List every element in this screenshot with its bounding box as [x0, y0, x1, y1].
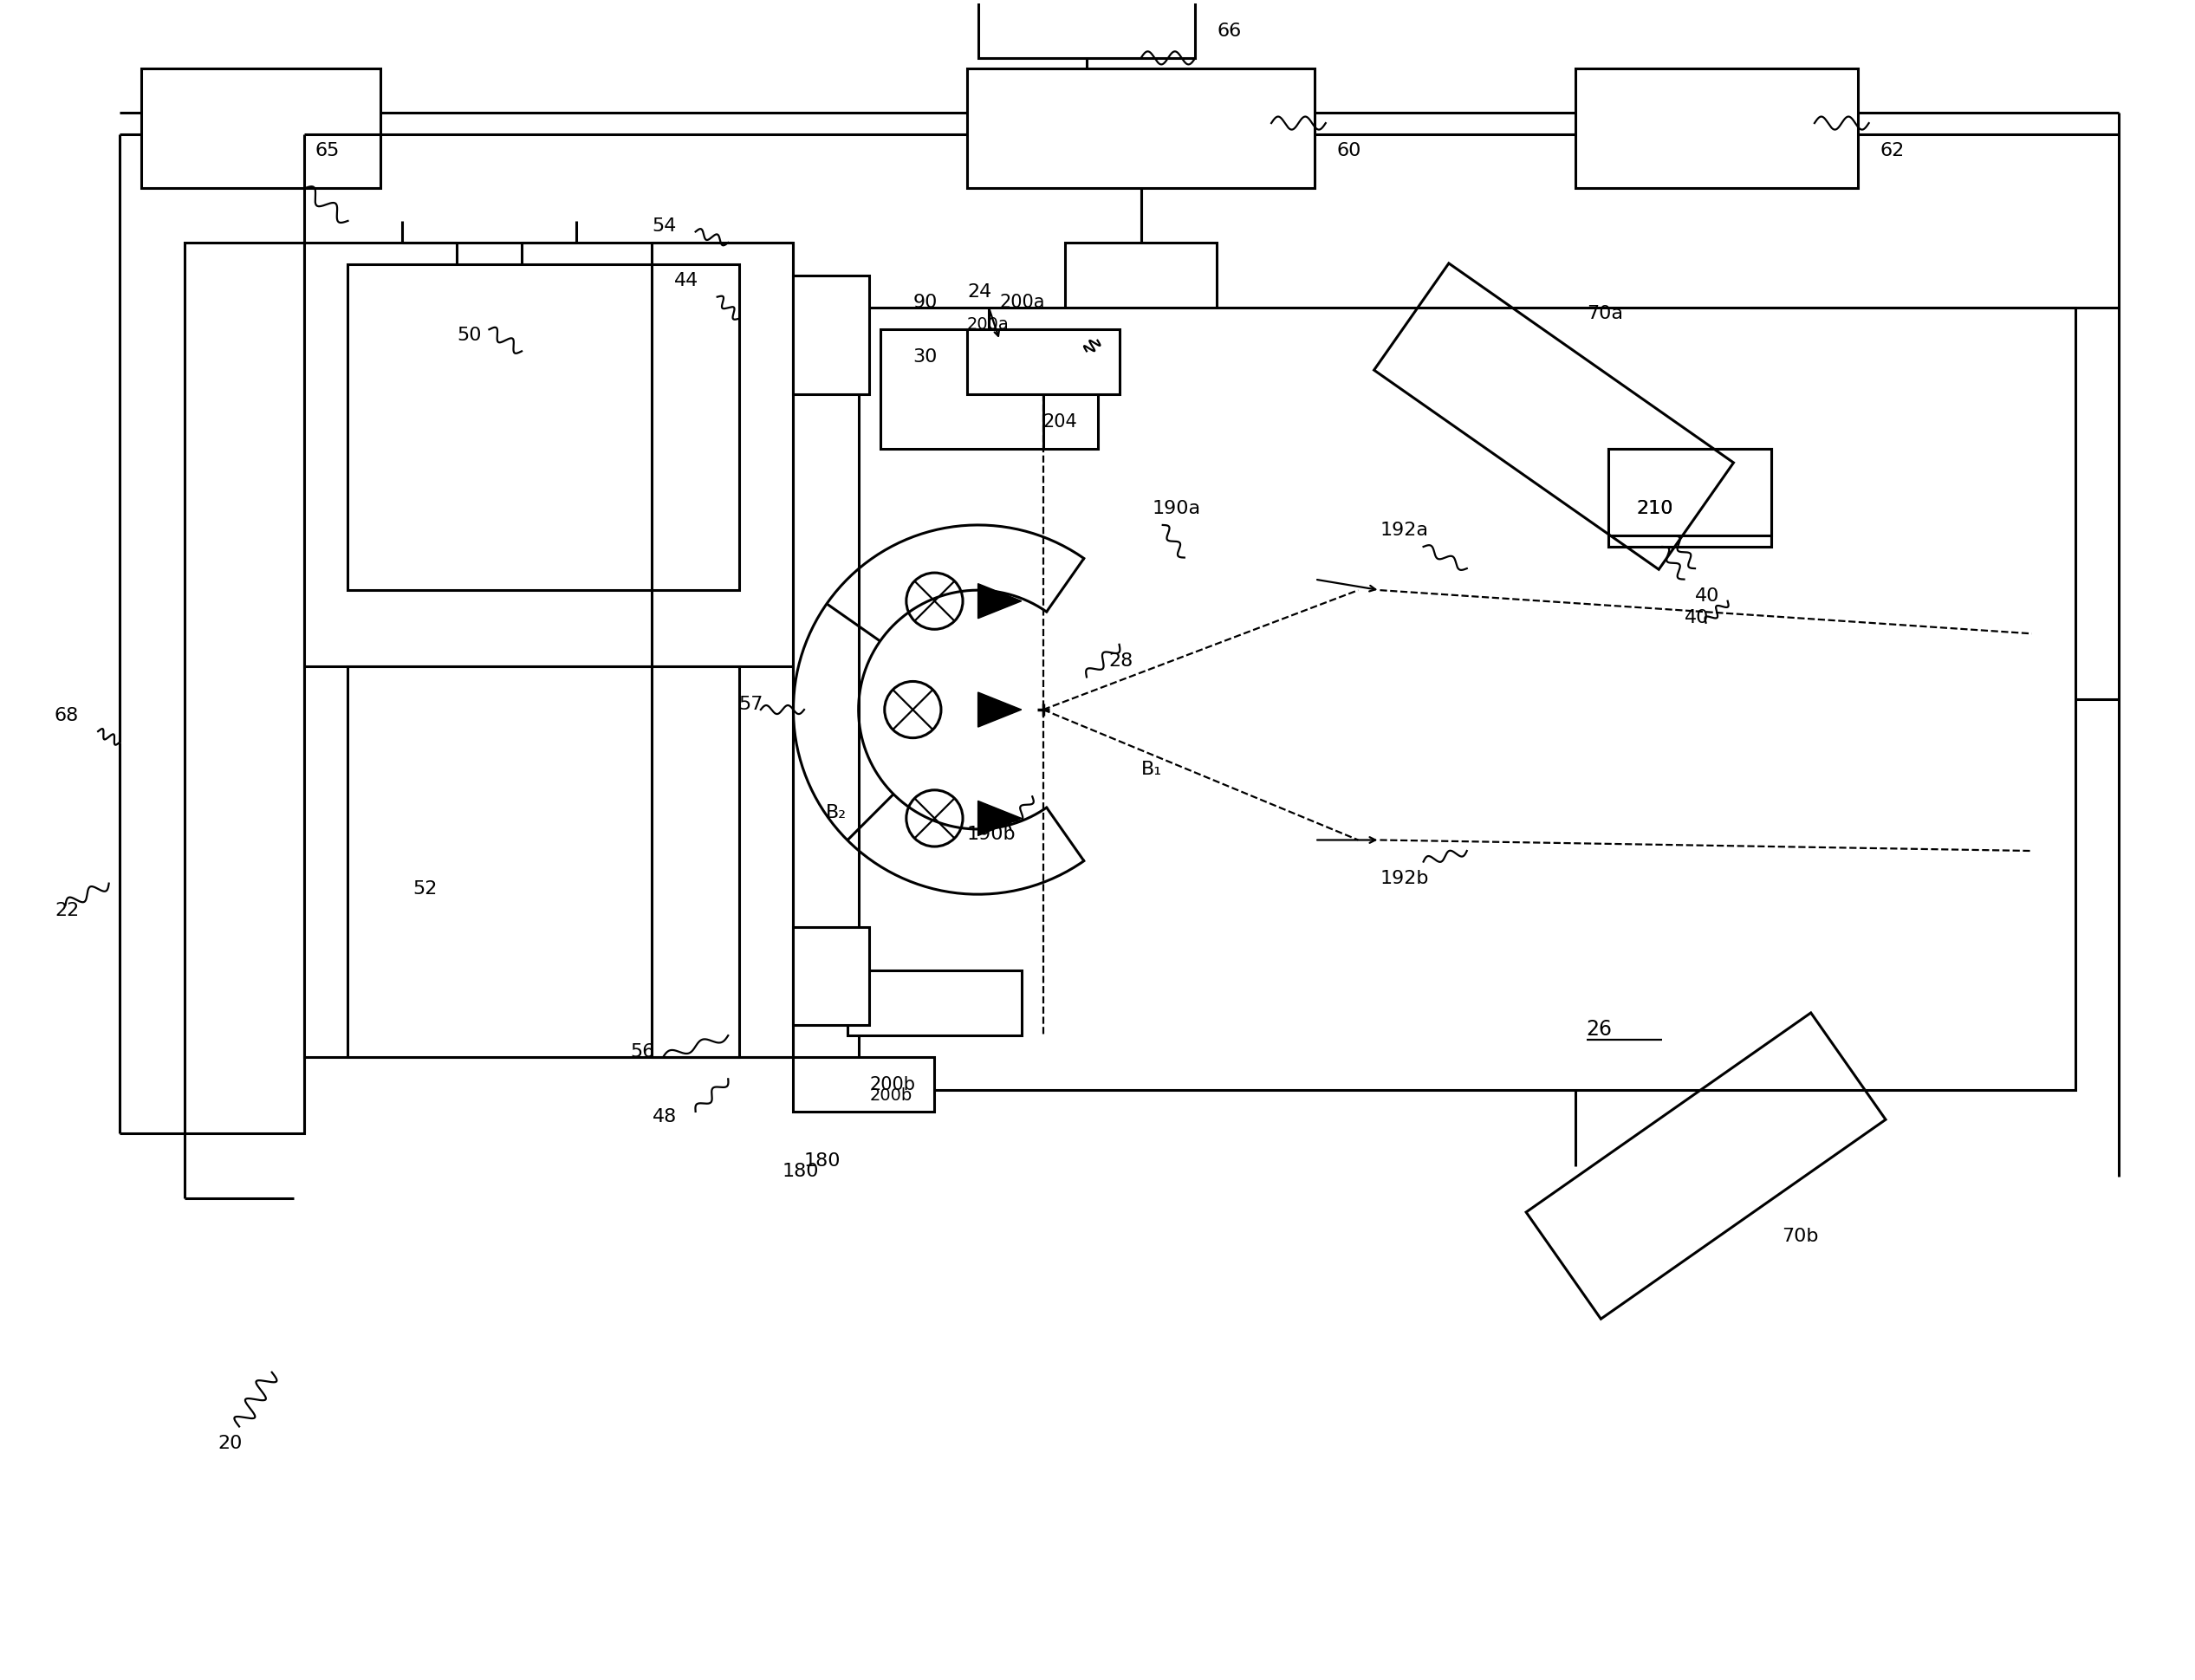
Polygon shape	[979, 583, 1021, 618]
Text: 70a: 70a	[1587, 304, 1622, 323]
Bar	[1609, 449, 1771, 546]
Bar	[1576, 69, 1857, 188]
Text: 20: 20	[217, 1435, 241, 1452]
Text: 200a: 200a	[999, 294, 1045, 311]
Bar	[858, 307, 2074, 1090]
Text: 190a: 190a	[1152, 501, 1201, 517]
Text: 200a: 200a	[968, 316, 1010, 333]
Text: B₂: B₂	[825, 805, 847, 822]
Text: 190b: 190b	[968, 827, 1016, 843]
Bar	[792, 1057, 935, 1112]
Text: 50: 50	[457, 326, 481, 344]
Bar	[792, 276, 869, 395]
Text: 70b: 70b	[1782, 1228, 1820, 1245]
Text: 60: 60	[1337, 141, 1361, 160]
Text: 200b: 200b	[869, 1087, 913, 1104]
Bar	[968, 69, 1315, 188]
Text: 26: 26	[1587, 1020, 1613, 1040]
Text: 56: 56	[630, 1043, 654, 1060]
Text: 68: 68	[55, 707, 79, 724]
Text: 210: 210	[1635, 501, 1673, 517]
Bar	[1065, 242, 1216, 341]
Text: 192a: 192a	[1381, 522, 1429, 539]
Bar	[979, 0, 1196, 57]
Text: 57: 57	[740, 696, 764, 712]
Text: 204: 204	[1043, 413, 1078, 430]
Bar	[140, 69, 380, 188]
Text: 22: 22	[55, 902, 79, 919]
Text: 28: 28	[1108, 652, 1133, 670]
Text: 192b: 192b	[1381, 870, 1429, 887]
Text: 40: 40	[1684, 608, 1708, 627]
Text: B₁: B₁	[1141, 761, 1161, 778]
Text: 66: 66	[1216, 22, 1242, 40]
Bar	[305, 242, 792, 1057]
Bar	[347, 667, 740, 1057]
Bar	[847, 971, 1021, 1035]
Bar	[184, 242, 305, 1134]
Text: 30: 30	[913, 348, 937, 366]
Text: 65: 65	[316, 141, 340, 160]
Bar	[1609, 449, 1771, 536]
Text: 210: 210	[1635, 501, 1673, 517]
Text: 200b: 200b	[869, 1075, 915, 1094]
Bar	[347, 264, 740, 590]
Text: 48: 48	[652, 1109, 676, 1126]
Bar	[968, 329, 1119, 395]
Text: 180: 180	[781, 1163, 819, 1179]
Text: 180: 180	[803, 1152, 841, 1169]
Text: 24: 24	[968, 282, 992, 301]
Bar	[1609, 449, 1771, 546]
Text: 90: 90	[913, 294, 937, 311]
Text: 44: 44	[674, 272, 698, 289]
Text: 62: 62	[1879, 141, 1905, 160]
Text: 52: 52	[413, 880, 437, 897]
Bar	[880, 329, 1098, 449]
Polygon shape	[979, 801, 1021, 835]
Bar	[792, 927, 869, 1025]
Text: 54: 54	[652, 218, 676, 235]
Text: 40: 40	[1695, 588, 1719, 605]
Polygon shape	[979, 692, 1021, 727]
